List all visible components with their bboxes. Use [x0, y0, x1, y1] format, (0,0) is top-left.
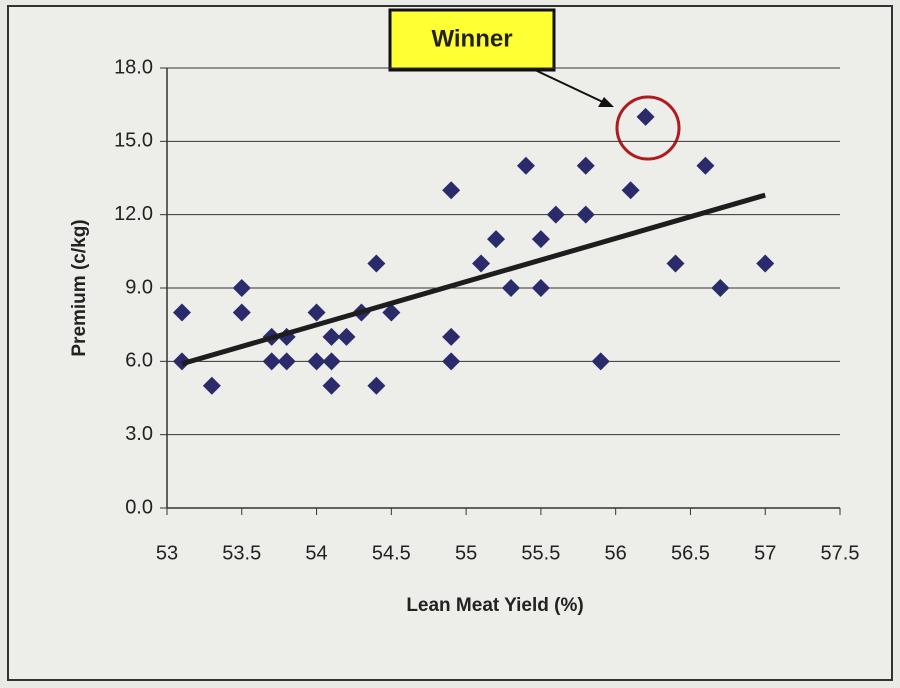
- point: [307, 303, 326, 322]
- arrow-head: [598, 97, 614, 107]
- y-tick-label: 15.0: [114, 130, 153, 152]
- point: [576, 205, 595, 224]
- x-tick-label: 53.5: [222, 542, 261, 564]
- point: [367, 254, 386, 273]
- point: [531, 279, 550, 297]
- y-axis-title: Premium (c/kg): [69, 219, 90, 356]
- point: [501, 279, 520, 297]
- highlight-circle: [615, 95, 681, 161]
- point: [576, 156, 595, 175]
- point: [442, 181, 461, 200]
- x-tick-label: 55: [455, 542, 477, 564]
- point: [307, 352, 326, 371]
- point: [262, 352, 281, 371]
- point: [666, 254, 685, 273]
- point: [232, 303, 251, 322]
- x-tick-label: 54.5: [372, 542, 411, 564]
- annotation-arrow: [534, 69, 606, 104]
- y-tick-label: 0.0: [125, 496, 153, 518]
- x-tick-label: 56: [605, 542, 627, 564]
- point: [621, 181, 640, 200]
- x-tick-label: 53: [156, 542, 178, 564]
- point: [202, 376, 221, 395]
- point: [696, 156, 715, 175]
- trendline: [181, 192, 766, 367]
- annotation-text: Winner: [431, 25, 512, 52]
- y-tick-label: 3.0: [125, 423, 153, 445]
- point: [531, 230, 550, 249]
- annotation-box: [388, 8, 556, 72]
- point: [442, 352, 461, 371]
- point: [472, 254, 491, 273]
- x-tick-label: 57: [754, 542, 776, 564]
- y-tick-label: 9.0: [125, 276, 153, 298]
- point: [382, 303, 401, 322]
- point: [516, 156, 535, 175]
- y-tick-label: 12.0: [114, 203, 153, 225]
- point: [172, 303, 191, 322]
- point: [442, 327, 461, 346]
- y-tick-label: 18.0: [114, 56, 153, 78]
- point: [232, 279, 251, 297]
- x-axis-title: Lean Meat Yield (%): [406, 595, 583, 616]
- y-tick-label: 6.0: [125, 350, 153, 372]
- point: [487, 230, 506, 249]
- x-tick-label: 57.5: [821, 542, 860, 564]
- point: [322, 327, 341, 346]
- point: [756, 254, 775, 273]
- point: [277, 352, 296, 371]
- x-tick-label: 56.5: [671, 542, 710, 564]
- point: [591, 352, 610, 371]
- point: [322, 352, 341, 371]
- point: [322, 376, 341, 395]
- point: [636, 107, 655, 126]
- point: [546, 205, 565, 224]
- x-tick-label: 54: [305, 542, 327, 564]
- point: [337, 327, 356, 346]
- x-tick-label: 55.5: [521, 542, 560, 564]
- point: [367, 376, 386, 395]
- point: [711, 279, 730, 297]
